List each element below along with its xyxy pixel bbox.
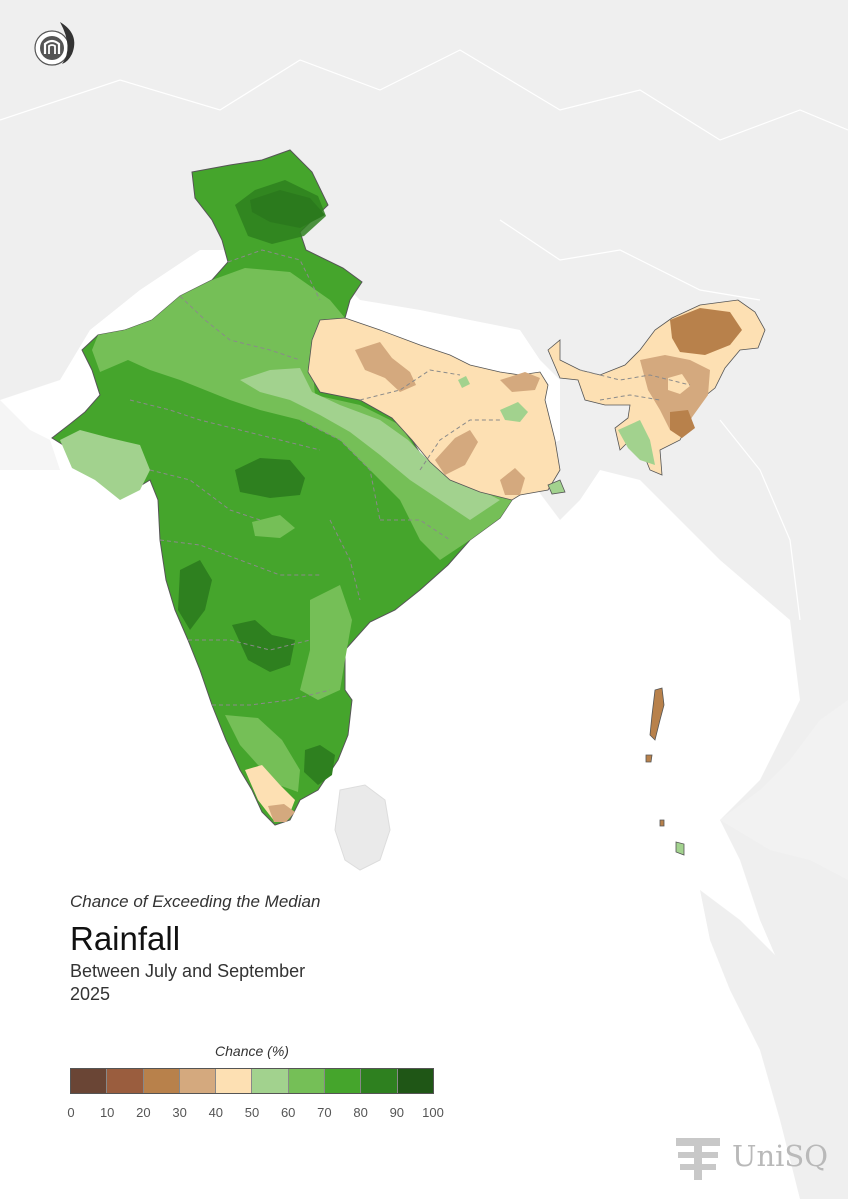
legend-tick-label: 60 — [280, 1105, 296, 1120]
zone-60-70-south — [300, 585, 352, 700]
zone-30-40-jharkhand — [435, 430, 478, 475]
zone-40-50-ne — [668, 374, 690, 394]
institution-logo — [28, 18, 80, 66]
zone-20-30-ne-south — [670, 410, 695, 438]
legend-tick-label: 50 — [244, 1105, 260, 1120]
zone-60-70 — [92, 268, 512, 560]
legend-tick-label: 30 — [172, 1105, 187, 1120]
zone-30-40-odisha — [500, 468, 525, 495]
map-period: Between July and September — [70, 961, 306, 981]
legend-tick-label: 70 — [317, 1105, 332, 1120]
legend-swatch — [71, 1069, 108, 1093]
zone-30-40-up — [355, 342, 416, 392]
legend-tick-label: 0 — [67, 1105, 75, 1120]
legend-swatch — [325, 1069, 362, 1093]
legend-tick-label: 100 — [422, 1105, 444, 1120]
zone-50-60-wb — [500, 402, 528, 422]
zone-50-60-dot — [458, 376, 470, 388]
legend-swatch — [361, 1069, 398, 1093]
legend-swatch — [288, 1069, 326, 1093]
zone-30-40-ne — [640, 355, 710, 430]
unisq-logo: UniSQ — [672, 1132, 828, 1184]
zone-30-40-tip — [268, 804, 295, 822]
map-subtitle: Chance of Exceeding the Median — [70, 892, 321, 911]
legend-ticks: 0 10 20 30 40 50 60 70 80 90 100 — [67, 1105, 443, 1121]
legend-swatch — [397, 1069, 433, 1093]
zone-50-60 — [60, 430, 150, 500]
map-year: 2025 — [70, 984, 111, 1004]
zone-80-90-west — [178, 560, 212, 630]
map-title: Rainfall — [70, 920, 181, 957]
state-boundaries — [129, 249, 691, 706]
zone-50-60-tripura — [618, 420, 655, 465]
legend-swatch — [216, 1069, 253, 1093]
zone-80-90-south — [232, 620, 295, 672]
legend-swatch — [107, 1069, 144, 1093]
legend-tick-label: 10 — [99, 1105, 115, 1120]
legend-swatch — [143, 1069, 180, 1093]
zone-20-30-ne — [670, 308, 742, 355]
zone-80-90-north — [235, 180, 326, 244]
unisq-wordmark: UniSQ — [732, 1139, 829, 1173]
zone-80-90-central — [235, 458, 305, 498]
zone-50-60-belt — [240, 368, 500, 520]
legend-swatch — [252, 1069, 289, 1093]
legend-tick-label: 80 — [353, 1105, 368, 1120]
legend-swatch — [179, 1069, 217, 1093]
legend-tick-label: 20 — [136, 1105, 151, 1120]
legend-tick-label: 90 — [389, 1105, 405, 1120]
islands — [547, 479, 685, 856]
zone-60-70-kerala — [225, 715, 300, 792]
zone-70-80-patch — [252, 515, 295, 538]
zone-30-40-bihar — [500, 372, 540, 392]
legend-title: Chance (%) — [215, 1043, 289, 1059]
legend-tick-label: 40 — [208, 1105, 224, 1120]
legend-color-bar — [70, 1068, 434, 1094]
zone-80-90-tamilnadu — [304, 745, 335, 785]
